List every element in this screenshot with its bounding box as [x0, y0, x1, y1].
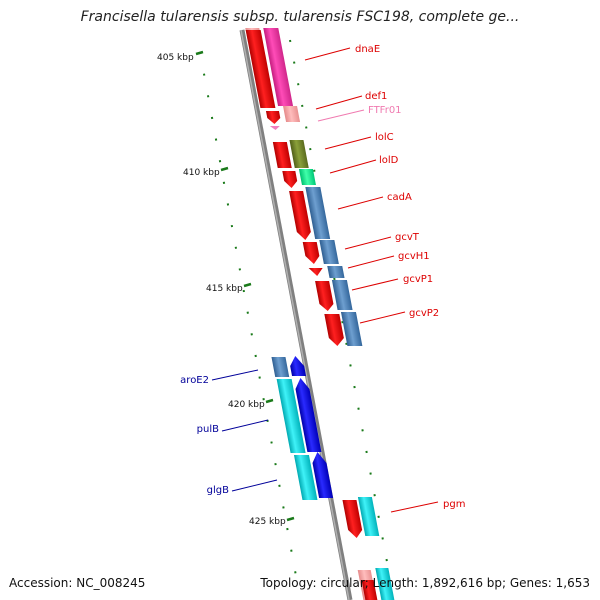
- leader-FTFr01: [317, 109, 365, 122]
- feature-gcvH1-blue: [327, 266, 345, 278]
- leader-pgm: [390, 501, 439, 513]
- scale-tick-415: [243, 282, 252, 288]
- gene-label-gcvT: gcvT: [395, 232, 420, 243]
- leader-dnaE: [304, 47, 351, 61]
- genome-backbone-highlight: [240, 29, 350, 600]
- scale-tick-420: [265, 398, 274, 404]
- topology-text: Topology: circular; Length: 1,892,616 bp…: [260, 576, 590, 590]
- leader-cadA: [337, 196, 384, 210]
- gene-label-FTFr01: FTFr01: [368, 105, 402, 116]
- feature-gcvT-blue: [319, 240, 339, 264]
- cds-partial-bottom: [361, 580, 378, 600]
- feature-glgB-cyan: [293, 455, 318, 500]
- gene-label-aroE2: aroE2: [180, 375, 209, 386]
- cds-lolD: [282, 171, 298, 188]
- leader-glgB: [231, 479, 278, 492]
- feature-partial-bottom-cyan: [375, 568, 395, 600]
- gene-label-lolC: lolC: [375, 132, 394, 143]
- gene-label-gcvP2: gcvP2: [409, 308, 439, 319]
- gene-label-dnaE: dnaE: [355, 44, 380, 55]
- cds-pulB: [295, 378, 322, 452]
- scale-tick-405: [195, 50, 204, 56]
- feature-cadA-blue: [305, 187, 331, 239]
- cds-gcvT: [302, 242, 320, 264]
- gene-label-pgm: pgm: [443, 499, 465, 510]
- cds-gcvP1: [315, 281, 334, 311]
- feature-gcvP2-blue: [340, 312, 363, 346]
- scale-label: 410 kbp: [183, 168, 220, 178]
- accession-text: Accession: NC_008245: [9, 576, 146, 590]
- cds-dnaE: [245, 30, 276, 108]
- leader-gcvT: [344, 236, 392, 250]
- feature-pgm-cyan: [357, 497, 380, 536]
- leader-gcvH1: [347, 255, 395, 269]
- scale-tick-410: [220, 166, 229, 172]
- gene-label-lolD: lolD: [379, 155, 399, 166]
- feature-FTFr01: [283, 106, 301, 122]
- leader-lines: [211, 47, 439, 513]
- feature-pulB-cyan: [276, 379, 306, 453]
- feature-gcvP1-blue: [331, 280, 353, 310]
- feature-dnaE-pink: [263, 28, 294, 106]
- cds-def1: [265, 111, 281, 124]
- scale-label: 415 kbp: [206, 284, 243, 294]
- map-title: Francisella tularensis subsp. tularensis…: [80, 9, 520, 25]
- genome-backbone: [239, 29, 353, 600]
- leader-lolC: [324, 136, 372, 150]
- scale-dots-line: [199, 51, 297, 577]
- scale-track: [195, 50, 297, 577]
- gene-label-gcvP1: gcvP1: [403, 274, 433, 285]
- feature-aroE2-blue: [271, 357, 290, 377]
- leader-def1: [315, 95, 363, 110]
- scale-label: 420 kbp: [228, 400, 265, 410]
- scale-label: 425 kbp: [249, 517, 286, 527]
- scale-tick-425: [286, 516, 295, 522]
- gene-label-def1: def1: [365, 91, 387, 102]
- cds-lolC: [272, 142, 292, 168]
- cds-glgB: [312, 452, 334, 498]
- leader-lolD: [329, 159, 377, 174]
- leader-gcvP1: [351, 278, 399, 291]
- cds-cadA: [289, 191, 311, 240]
- feature-lolC-olive: [289, 140, 309, 168]
- gene-label-gcvH1: gcvH1: [398, 251, 430, 262]
- gene-label-pulB: pulB: [197, 424, 219, 435]
- cds-gcvH1: [308, 268, 323, 276]
- feature-lolD-green: [298, 169, 316, 185]
- leader-pulB: [221, 419, 269, 432]
- leader-aroE2: [211, 369, 259, 381]
- cds-gcvP2: [324, 314, 344, 346]
- gene-label-cadA: cadA: [387, 192, 412, 203]
- cds-aroE2: [290, 356, 307, 376]
- feature-FTFr01-marker: [269, 126, 280, 130]
- cds-pgm: [342, 500, 363, 538]
- gene-label-glgB: glgB: [207, 485, 229, 496]
- scale-label: 405 kbp: [157, 53, 194, 63]
- leader-gcvP2: [359, 311, 406, 324]
